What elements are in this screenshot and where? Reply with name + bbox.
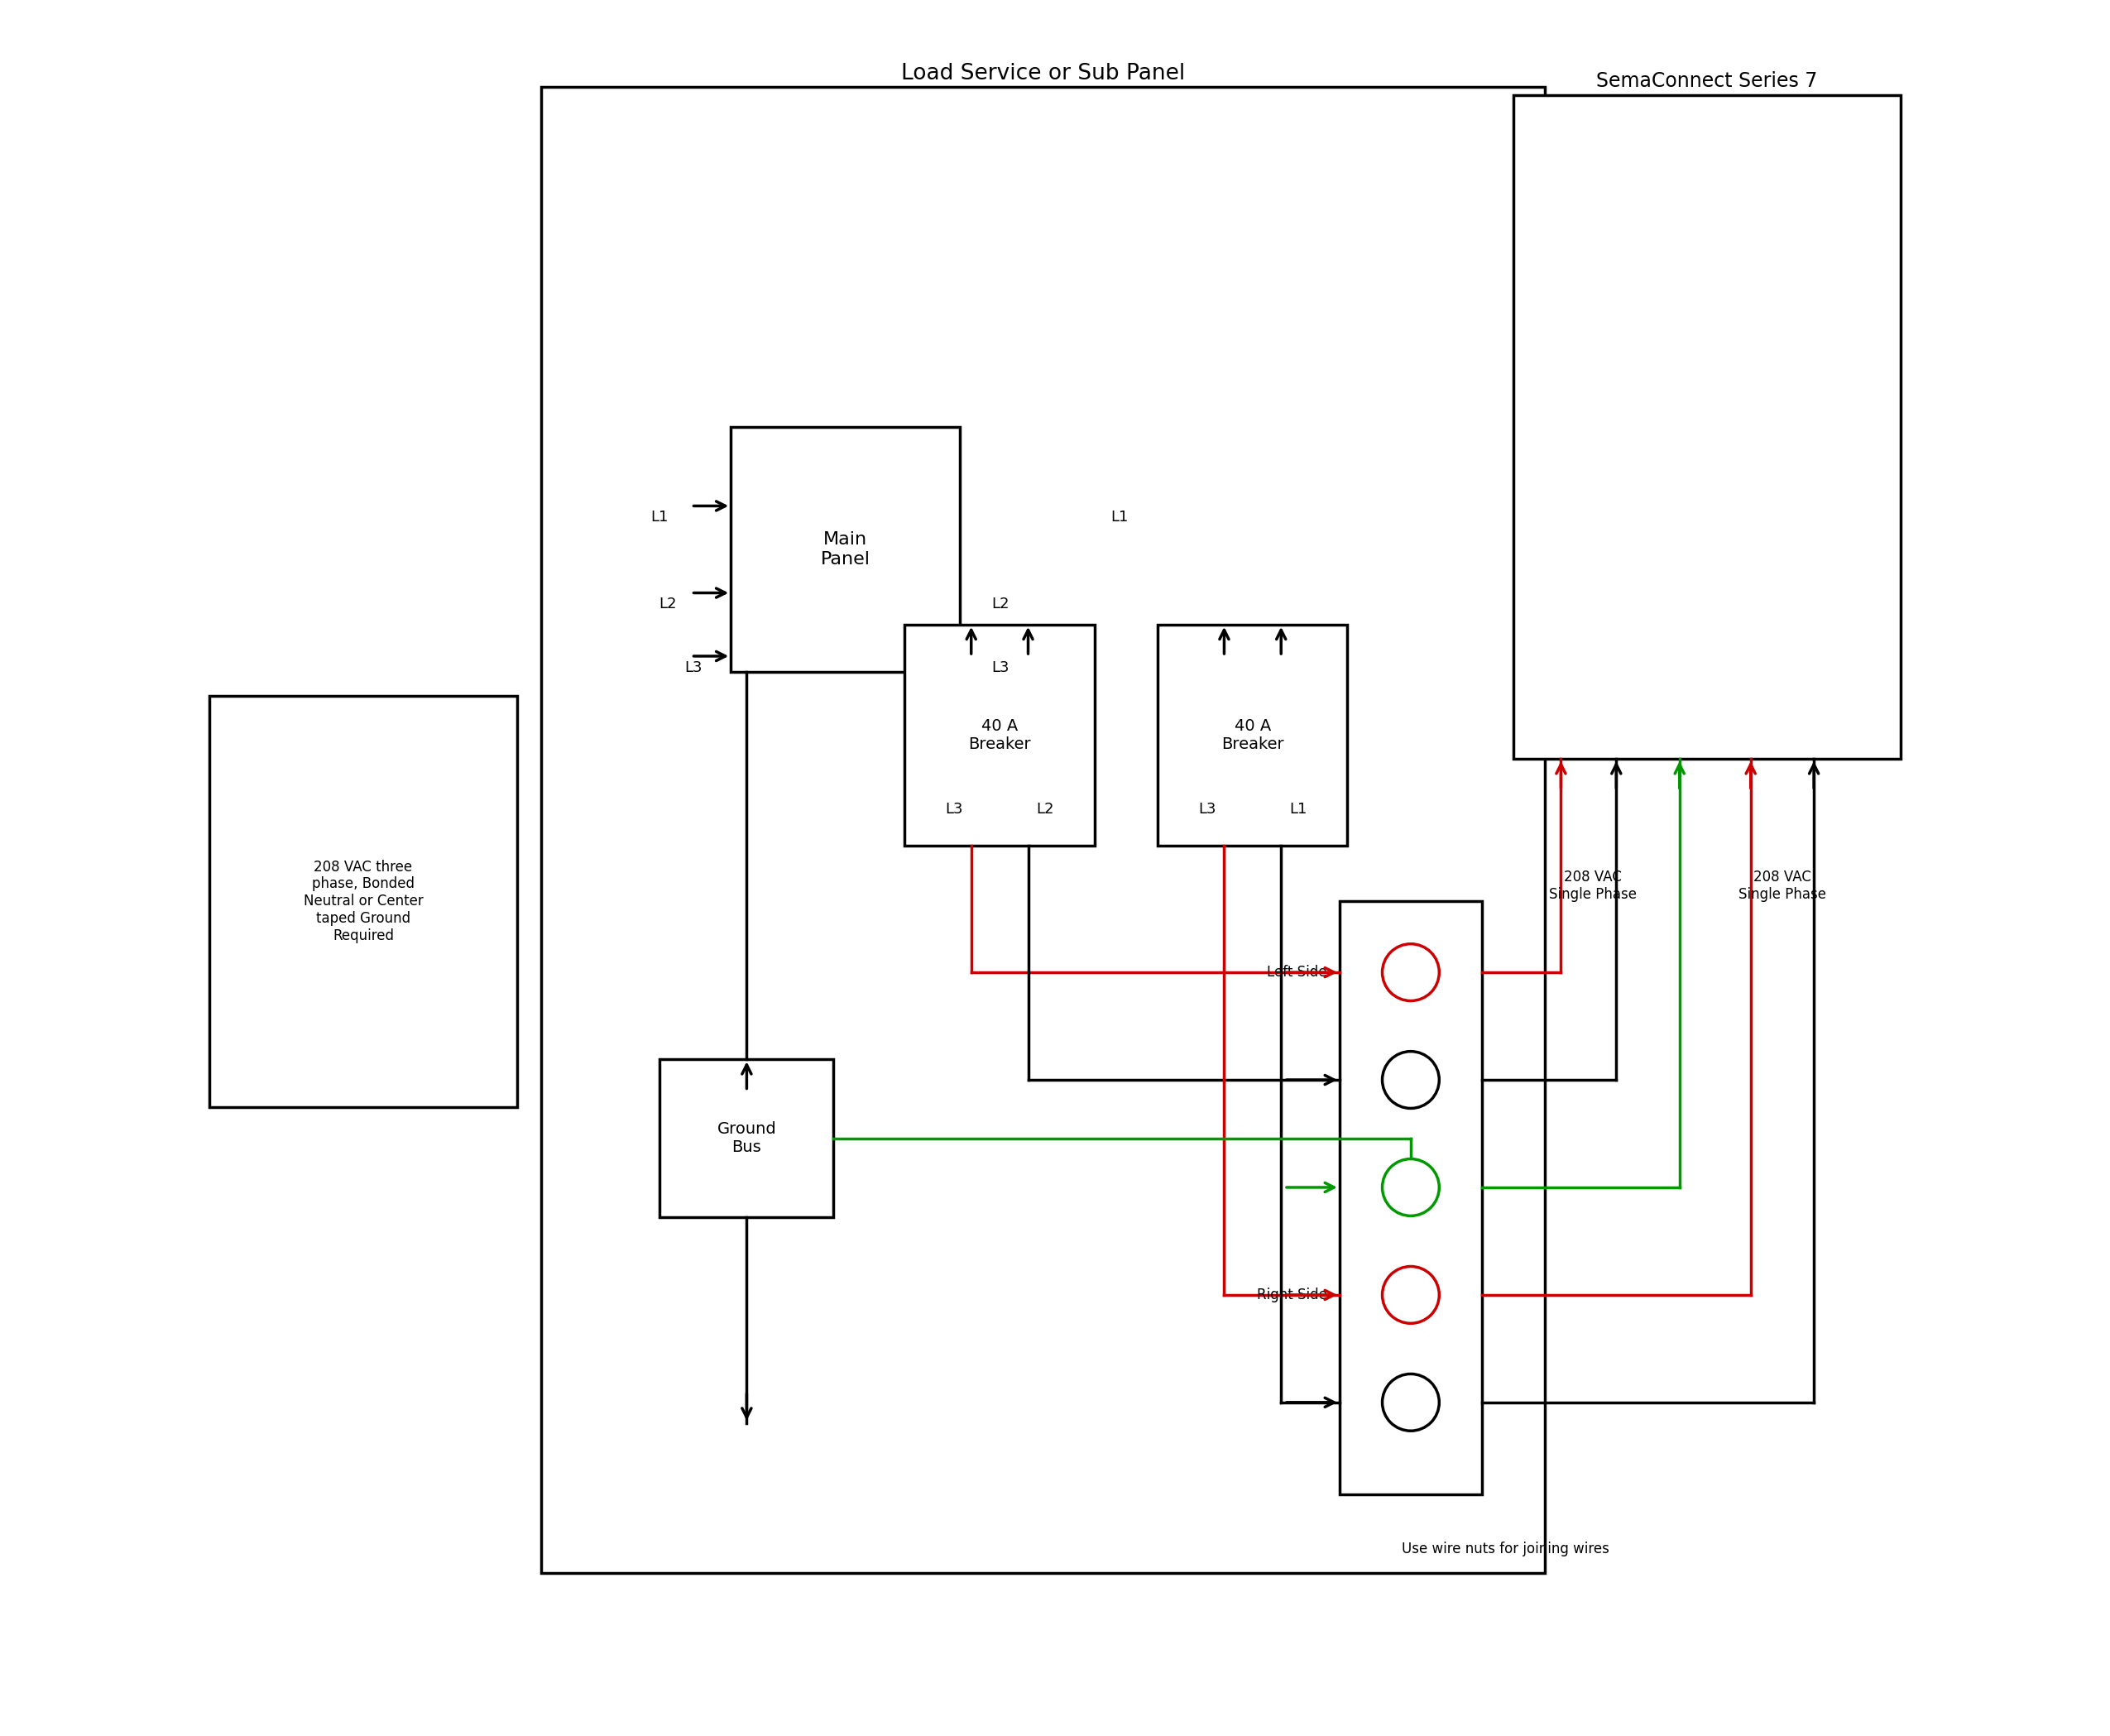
Bar <box>905 625 1095 845</box>
Text: 40 A
Breaker: 40 A Breaker <box>1222 719 1283 752</box>
Bar <box>1340 901 1481 1495</box>
Circle shape <box>1382 1373 1439 1430</box>
Text: 208 VAC
Single Phase: 208 VAC Single Phase <box>1549 870 1637 901</box>
Circle shape <box>1382 944 1439 1002</box>
Text: Ground
Bus: Ground Bus <box>717 1121 776 1156</box>
Bar <box>660 1059 833 1217</box>
Circle shape <box>1382 1267 1439 1323</box>
Circle shape <box>1382 1052 1439 1108</box>
Text: L1: L1 <box>1112 510 1129 524</box>
Text: L3: L3 <box>1198 802 1215 816</box>
Bar <box>730 427 960 672</box>
Text: L3: L3 <box>945 802 964 816</box>
Text: Main
Panel: Main Panel <box>821 531 869 568</box>
Text: 208 VAC three
phase, Bonded
Neutral or Center
taped Ground
Required: 208 VAC three phase, Bonded Neutral or C… <box>304 859 424 943</box>
Text: L2: L2 <box>992 597 1009 611</box>
Text: L1: L1 <box>1289 802 1306 816</box>
Text: L2: L2 <box>1036 802 1053 816</box>
Text: L3: L3 <box>684 660 703 675</box>
Text: Right Side: Right Side <box>1258 1288 1327 1302</box>
Text: L2: L2 <box>658 597 677 611</box>
Text: Left Side: Left Side <box>1266 965 1327 979</box>
Text: 208 VAC
Single Phase: 208 VAC Single Phase <box>1739 870 1825 901</box>
Bar <box>209 696 517 1108</box>
Bar <box>540 87 1545 1573</box>
Bar <box>1513 95 1901 759</box>
Bar <box>1158 625 1348 845</box>
Text: Use wire nuts for joining wires: Use wire nuts for joining wires <box>1401 1542 1610 1557</box>
Text: 40 A
Breaker: 40 A Breaker <box>968 719 1032 752</box>
Text: SemaConnect Series 7: SemaConnect Series 7 <box>1597 71 1819 90</box>
Text: Load Service or Sub Panel: Load Service or Sub Panel <box>901 62 1186 85</box>
Text: L3: L3 <box>992 660 1009 675</box>
Circle shape <box>1382 1160 1439 1215</box>
Text: L1: L1 <box>650 510 669 524</box>
